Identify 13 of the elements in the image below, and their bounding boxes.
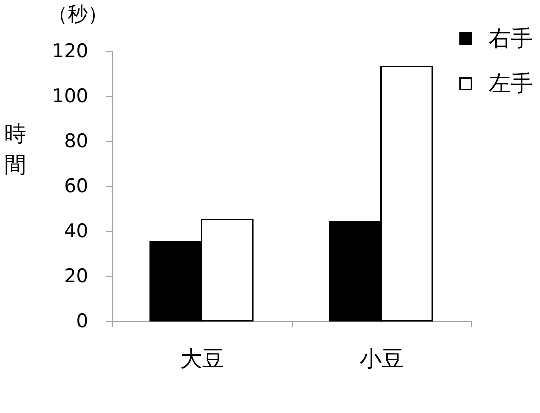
y-tick-label: 80 bbox=[64, 130, 88, 152]
x-tick-label: 大豆 bbox=[180, 348, 224, 372]
y-tick-label: 120 bbox=[52, 40, 88, 62]
y-tick-label: 20 bbox=[64, 266, 88, 288]
y-tick-label: 40 bbox=[64, 220, 88, 242]
x-tick-label: 小豆 bbox=[360, 348, 404, 372]
text: （秒） bbox=[48, 2, 108, 26]
y-tick-label: 100 bbox=[52, 86, 88, 108]
legend-label: 左手 bbox=[489, 72, 533, 97]
legend-label: 右手 bbox=[489, 27, 533, 52]
y-tick-label: 0 bbox=[76, 310, 88, 332]
y-axis-title: 時間 bbox=[4, 122, 26, 178]
y-tick-label: 60 bbox=[64, 176, 88, 198]
